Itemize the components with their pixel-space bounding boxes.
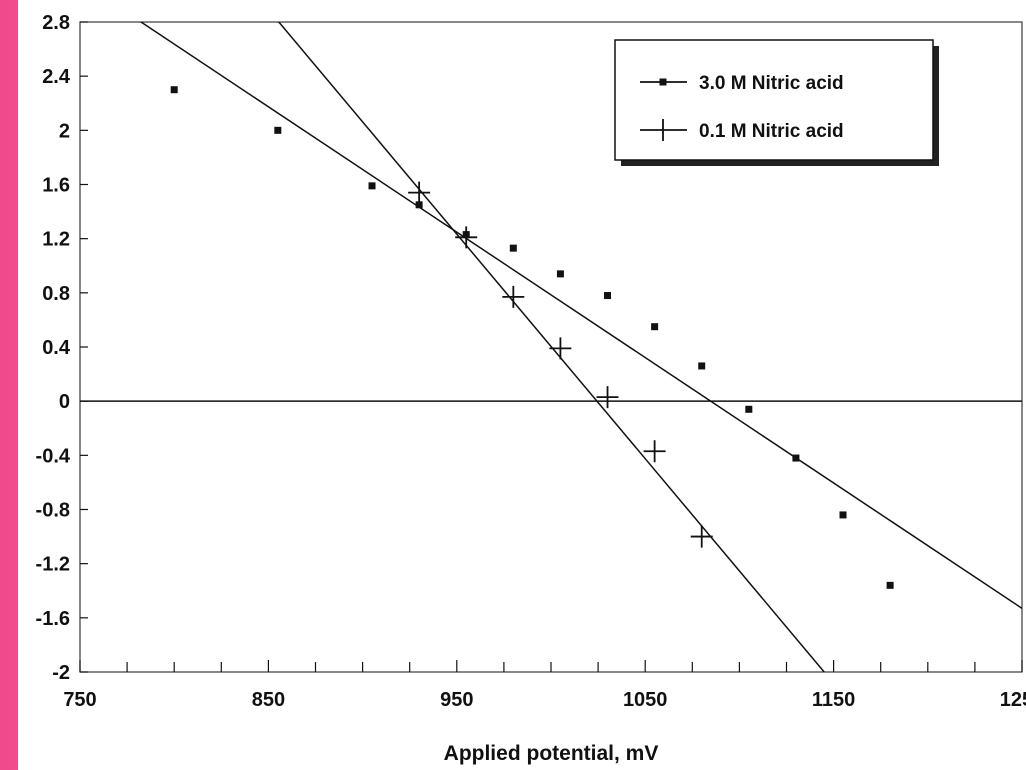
data-point-dot [651,323,659,331]
x-tick-label: 850 [252,689,285,711]
y-tick-label: -1.6 [36,608,70,630]
data-point-dot [368,182,376,190]
data-point-dot [415,201,423,209]
x-tick-label: 750 [63,689,96,711]
y-tick-label: -2 [52,662,70,684]
y-tick-label: 0 [59,391,70,413]
x-tick-label: 950 [440,689,473,711]
data-point-dot [509,244,517,252]
fit-line-series-1 [139,22,1022,609]
legend-box [614,39,934,161]
data-point-plus [502,285,525,308]
legend-label: 0.1 M Nitric acid [699,121,844,142]
x-tick-label: 1250 [1000,689,1026,711]
y-tick-label: -0.4 [36,445,71,467]
y-tick-label: 2 [59,120,70,142]
data-point-dot [839,511,847,519]
x-tick-label: 1050 [623,689,668,711]
data-point-plus [596,386,619,409]
data-point-dot [170,86,178,94]
data-point-dot [698,362,706,370]
data-point-plus [643,440,666,463]
y-tick-label: 2.8 [42,12,70,34]
data-point-dot [556,270,564,278]
data-point-dot [792,454,800,462]
fit-line-series-2 [277,22,825,672]
y-tick-label: -0.8 [36,500,70,522]
data-point-plus [455,226,478,249]
x-axis-title: Applied potential, mV [444,742,659,765]
legend-label: 3.0 M Nitric acid [699,73,844,94]
x-tick-label: 1150 [812,689,855,711]
y-tick-label: 0.4 [42,337,71,359]
data-point-plus [690,525,713,548]
y-tick-label: 0.8 [42,283,70,305]
legend-marker-dot [659,78,667,86]
data-point-dot [604,292,612,300]
y-tick-label: 1.2 [42,229,70,251]
data-point-dot [745,405,753,413]
y-tick-label: -1.2 [36,554,70,576]
data-point-plus [408,181,431,204]
data-point-dot [886,581,894,589]
y-tick-label: 2.4 [42,66,71,88]
data-point-plus [549,337,572,360]
data-point-dot [274,126,282,134]
y-tick-label: 1.6 [42,175,70,197]
